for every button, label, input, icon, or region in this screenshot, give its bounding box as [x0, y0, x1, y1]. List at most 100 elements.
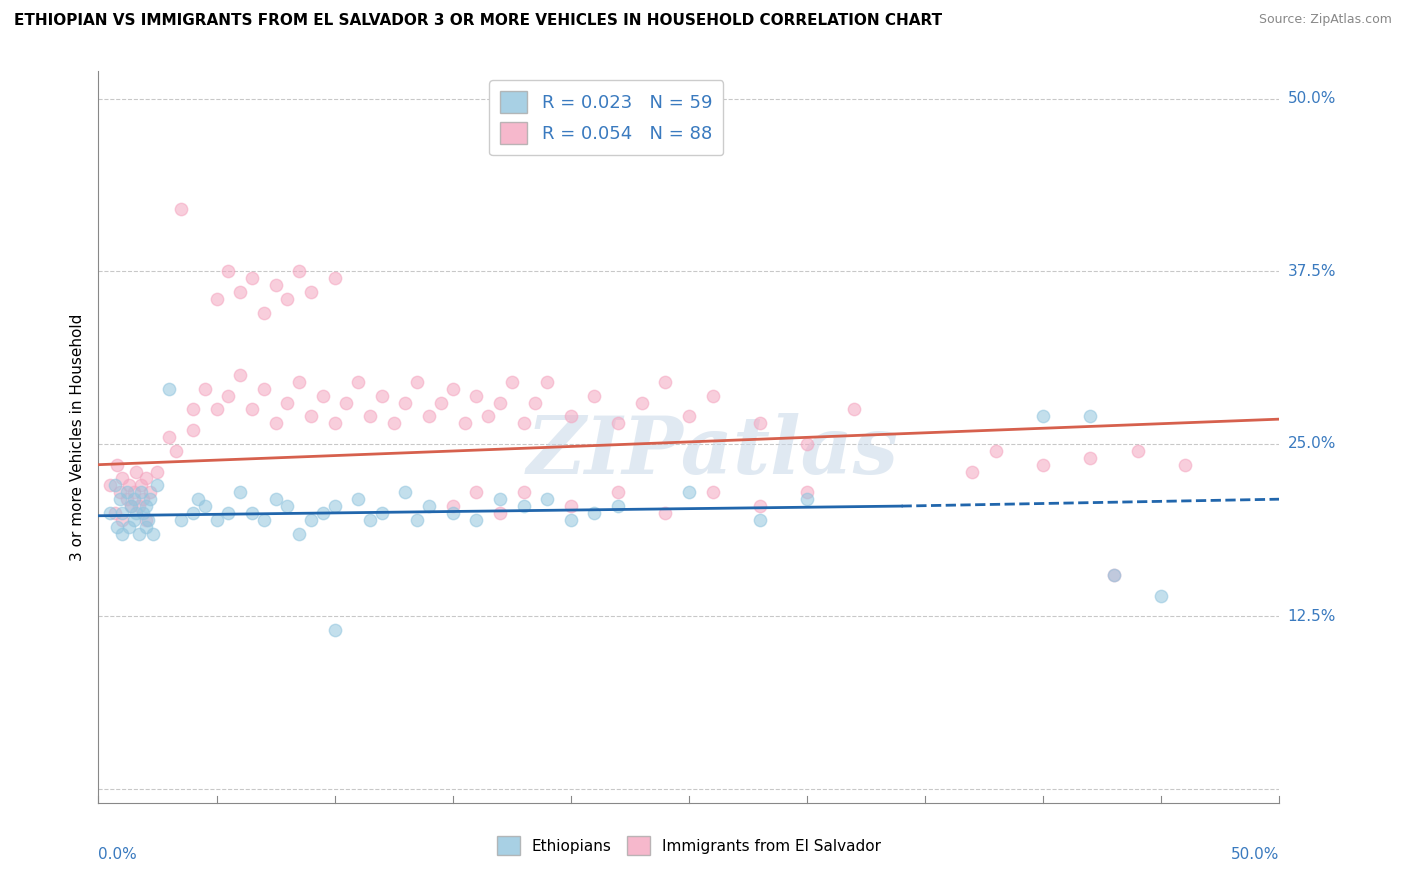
Point — [796, 437, 818, 451]
Point — [607, 417, 630, 431]
Point — [382, 417, 405, 431]
Point — [121, 499, 143, 513]
Point — [139, 485, 162, 500]
Point — [217, 506, 239, 520]
Point — [678, 485, 700, 500]
Point — [288, 264, 311, 278]
Legend: Ethiopians, Immigrants from El Salvador: Ethiopians, Immigrants from El Salvador — [491, 830, 887, 861]
Point — [276, 292, 298, 306]
Point — [299, 285, 322, 300]
Point — [1150, 589, 1173, 603]
Point — [394, 395, 416, 409]
Point — [465, 485, 488, 500]
Point — [122, 485, 145, 500]
Point — [748, 513, 770, 527]
Point — [229, 368, 252, 382]
Point — [264, 417, 287, 431]
Point — [1080, 409, 1102, 424]
Point — [253, 382, 276, 396]
Point — [111, 506, 134, 520]
Point — [560, 499, 582, 513]
Point — [253, 306, 276, 320]
Point — [135, 520, 157, 534]
Point — [512, 499, 534, 513]
Text: 0.0%: 0.0% — [98, 847, 138, 862]
Text: 50.0%: 50.0% — [1288, 92, 1336, 106]
Point — [406, 375, 429, 389]
Text: 25.0%: 25.0% — [1288, 436, 1336, 451]
Point — [135, 513, 157, 527]
Point — [1174, 458, 1197, 472]
Point — [132, 492, 155, 507]
Point — [139, 492, 162, 507]
Point — [323, 417, 346, 431]
Point — [128, 526, 150, 541]
Point — [371, 389, 394, 403]
Point — [441, 506, 464, 520]
Point — [276, 499, 298, 513]
Text: 50.0%: 50.0% — [1232, 847, 1279, 862]
Point — [560, 513, 582, 527]
Point — [501, 375, 523, 389]
Point — [194, 499, 217, 513]
Point — [135, 471, 157, 485]
Point — [288, 375, 311, 389]
Point — [181, 506, 204, 520]
Point — [299, 513, 322, 527]
Point — [630, 395, 652, 409]
Point — [288, 526, 311, 541]
Point — [132, 506, 155, 520]
Point — [240, 402, 263, 417]
Point — [253, 513, 276, 527]
Point — [465, 389, 488, 403]
Point — [111, 471, 134, 485]
Point — [122, 513, 145, 527]
Point — [157, 382, 180, 396]
Point — [121, 499, 143, 513]
Point — [654, 375, 676, 389]
Text: ETHIOPIAN VS IMMIGRANTS FROM EL SALVADOR 3 OR MORE VEHICLES IN HOUSEHOLD CORRELA: ETHIOPIAN VS IMMIGRANTS FROM EL SALVADOR… — [14, 13, 942, 29]
Point — [1126, 443, 1149, 458]
Point — [104, 506, 127, 520]
Point — [187, 492, 209, 507]
Point — [702, 389, 724, 403]
Point — [122, 492, 145, 507]
Point — [583, 506, 606, 520]
Point — [477, 409, 499, 424]
Point — [98, 478, 121, 492]
Point — [105, 458, 128, 472]
Point — [347, 492, 370, 507]
Point — [299, 409, 322, 424]
Point — [108, 492, 131, 507]
Point — [512, 417, 534, 431]
Point — [453, 417, 475, 431]
Point — [115, 492, 138, 507]
Point — [264, 492, 287, 507]
Point — [181, 423, 204, 437]
Point — [371, 506, 394, 520]
Point — [129, 485, 152, 500]
Point — [654, 506, 676, 520]
Point — [181, 402, 204, 417]
Y-axis label: 3 or more Vehicles in Household: 3 or more Vehicles in Household — [69, 313, 84, 561]
Point — [748, 417, 770, 431]
Point — [118, 478, 141, 492]
Point — [607, 499, 630, 513]
Point — [323, 624, 346, 638]
Point — [489, 492, 512, 507]
Point — [607, 485, 630, 500]
Point — [394, 485, 416, 500]
Point — [125, 465, 148, 479]
Point — [984, 443, 1007, 458]
Point — [135, 499, 157, 513]
Point — [536, 375, 558, 389]
Point — [347, 375, 370, 389]
Point — [1032, 458, 1054, 472]
Point — [129, 478, 152, 492]
Point — [1102, 568, 1125, 582]
Point — [157, 430, 180, 444]
Point — [418, 409, 440, 424]
Point — [165, 443, 187, 458]
Point — [128, 499, 150, 513]
Point — [323, 499, 346, 513]
